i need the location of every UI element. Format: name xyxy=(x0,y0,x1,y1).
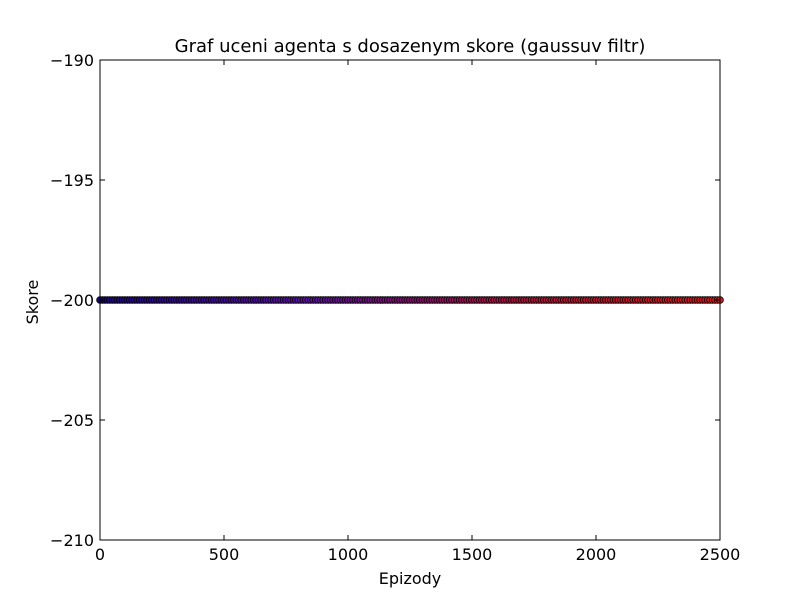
x-tick-label: 2500 xyxy=(700,545,741,564)
chart-title: Graf uceni agenta s dosazenym skore (gau… xyxy=(175,36,646,57)
y-tick-label: −190 xyxy=(50,51,94,70)
x-tick-label: 0 xyxy=(95,545,105,564)
plot-area: 0 500 1000 1500 2000 2500 −210 −205 −200 −195 −19… xyxy=(50,51,740,564)
y-tick-label: −200 xyxy=(50,291,94,310)
y-tick-label: −195 xyxy=(50,171,94,190)
x-tick-label: 1500 xyxy=(452,545,493,564)
y-axis-ticks: −210 −205 −200 −195 −190 xyxy=(50,51,720,550)
x-axis-label: Epizody xyxy=(379,569,442,588)
x-tick-label: 500 xyxy=(209,545,240,564)
y-axis-label: Skore xyxy=(23,280,42,325)
x-axis-ticks: 0 500 1000 1500 2000 2500 xyxy=(95,60,740,564)
x-tick-label: 2000 xyxy=(576,545,617,564)
axes-frame-border xyxy=(99,59,721,541)
x-tick-label: 1000 xyxy=(328,545,369,564)
data-points xyxy=(96,296,724,304)
y-tick-label: −210 xyxy=(50,531,94,550)
y-tick-label: −205 xyxy=(50,411,94,430)
